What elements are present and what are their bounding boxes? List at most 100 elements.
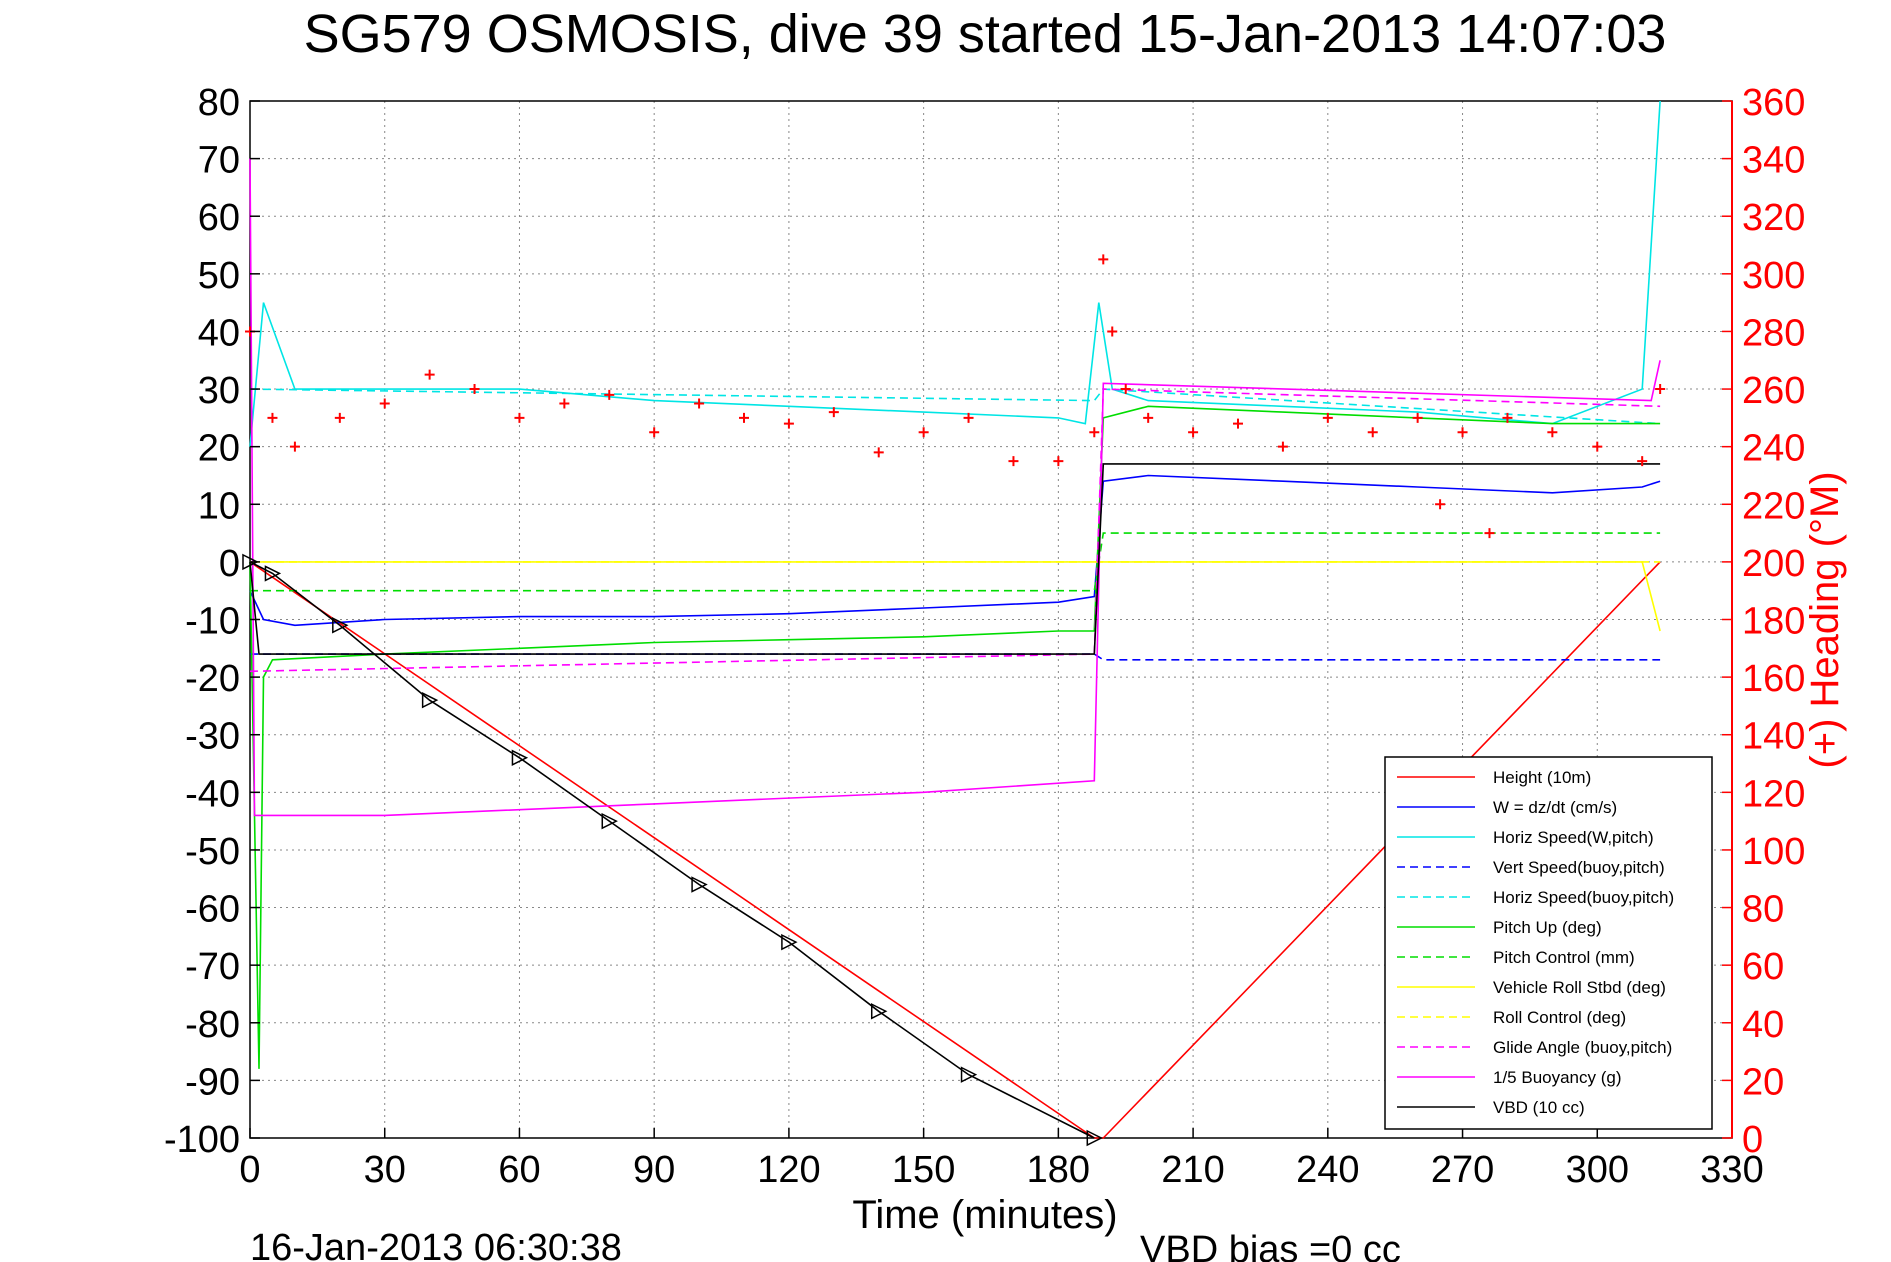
heading-marker	[1143, 412, 1154, 423]
legend-entry: Horiz Speed(W,pitch)	[1493, 828, 1654, 847]
right-tick-label: 300	[1742, 255, 1805, 297]
left-tick-label: 70	[198, 140, 240, 182]
legend-entry: VBD (10 cc)	[1493, 1098, 1585, 1117]
x-tick-label: 30	[364, 1149, 406, 1191]
footer-vbd-bias: VBD bias =0 cc	[1140, 1229, 1401, 1262]
chart-title: SG579 OSMOSIS, dive 39 started 15-Jan-20…	[304, 4, 1667, 64]
right-tick-label: 140	[1742, 716, 1805, 758]
heading-marker	[1412, 412, 1423, 423]
heading-marker	[1655, 384, 1666, 395]
legend: Height (10m) W = dz/dt (cm/s) Horiz Speed(…	[1384, 756, 1713, 1130]
legend-box	[1384, 756, 1713, 1130]
x-tick-label: 0	[239, 1149, 260, 1191]
right-tick-label: 120	[1742, 773, 1805, 815]
right-tick-label: 320	[1742, 197, 1805, 239]
left-tick-label: 40	[198, 312, 240, 354]
left-tick-label: 30	[198, 370, 240, 412]
profile-marker	[1086, 1129, 1103, 1147]
heading-marker	[1107, 326, 1118, 337]
left-tick-label: -40	[185, 773, 240, 815]
right-tick-label: 240	[1742, 428, 1805, 470]
series-line-9	[249, 388, 1661, 673]
left-tick-label: -90	[185, 1061, 240, 1103]
right-tick-label: 280	[1742, 312, 1805, 354]
right-axis-label: (+) Heading (°M)	[1803, 471, 1847, 768]
series-line-11	[249, 463, 1661, 655]
heading-marker	[873, 447, 884, 458]
legend-entry: Horiz Speed(buoy,pitch)	[1493, 888, 1674, 907]
profile-marker	[601, 812, 618, 830]
x-tick-label: 150	[892, 1149, 955, 1191]
heading-marker	[1322, 412, 1333, 423]
heading-marker	[1457, 427, 1468, 438]
series-line-10	[249, 158, 1661, 817]
heading-marker	[469, 384, 480, 395]
series-line-1	[249, 474, 1661, 627]
heading-marker	[379, 398, 390, 409]
heading-marker	[1367, 427, 1378, 438]
left-tick-label: -80	[185, 1004, 240, 1046]
x-tick-label: 270	[1431, 1149, 1494, 1191]
left-tick-label: -30	[185, 716, 240, 758]
heading-marker	[1008, 456, 1019, 467]
heading-marker	[649, 427, 660, 438]
profile-marker	[960, 1066, 978, 1083]
left-axis: 80 70 60 50 40 30 20 10 0 -10 -20 -30 -40 -50 -60 -70 -8…	[164, 82, 260, 1161]
right-tick-label: 360	[1742, 82, 1805, 124]
right-tick-label: 0	[1742, 1119, 1763, 1161]
right-axis: 3603403203002802602402202001801601401201…	[1722, 82, 1805, 1161]
series-layer	[242, 100, 1666, 1147]
x-tick-label: 240	[1296, 1149, 1359, 1191]
heading-marker	[1188, 427, 1199, 438]
heading-marker	[1098, 254, 1109, 265]
heading-marker	[694, 398, 705, 409]
x-tick-label: 90	[633, 1149, 675, 1191]
heading-marker	[334, 412, 345, 423]
right-tick-label: 340	[1742, 140, 1805, 182]
x-tick-label: 210	[1161, 1149, 1224, 1191]
legend-entry: Pitch Control (mm)	[1493, 948, 1635, 967]
right-tick-label: 220	[1742, 485, 1805, 527]
right-tick-label: 20	[1742, 1061, 1784, 1103]
heading-marker	[289, 441, 300, 452]
heading-marker	[1592, 441, 1603, 452]
x-axis-label: Time (minutes)	[852, 1193, 1117, 1237]
left-tick-label: 80	[198, 82, 240, 124]
right-tick-label: 40	[1742, 1004, 1784, 1046]
heading-marker	[267, 412, 278, 423]
heading-marker	[1233, 418, 1243, 429]
heading-marker	[1484, 528, 1495, 539]
right-tick-label: 200	[1742, 543, 1805, 585]
heading-marker	[1053, 456, 1064, 467]
right-tick-label: 260	[1742, 370, 1805, 412]
profile-marker	[691, 876, 708, 893]
heading-marker	[1120, 384, 1131, 395]
heading-marker	[918, 427, 929, 438]
legend-entry: Vehicle Roll Stbd (deg)	[1493, 978, 1666, 997]
right-tick-label: 160	[1742, 658, 1805, 700]
left-tick-label: -50	[185, 831, 240, 873]
legend-entry: W = dz/dt (cm/s)	[1493, 798, 1617, 817]
right-tick-label: 100	[1742, 831, 1805, 873]
left-tick-label: -20	[185, 658, 240, 700]
heading-marker	[783, 418, 794, 429]
heading-marker	[1547, 427, 1558, 438]
series-line-0	[249, 561, 1661, 1139]
heading-marker	[559, 398, 570, 409]
left-tick-label: -10	[185, 601, 240, 643]
left-tick-label: -60	[185, 889, 240, 931]
left-tick-label: 60	[198, 197, 240, 239]
right-tick-label: 80	[1742, 889, 1784, 931]
profile-marker	[242, 553, 259, 571]
heading-marker	[1502, 412, 1513, 423]
x-tick-label: 60	[498, 1149, 540, 1191]
left-tick-label: -100	[164, 1119, 240, 1161]
left-tick-label: 0	[219, 543, 240, 585]
heading-marker	[963, 412, 974, 423]
series-line-2	[249, 100, 1661, 447]
left-tick-label: 10	[198, 485, 240, 527]
x-tick-label: 300	[1566, 1149, 1629, 1191]
legend-entry: Height (10m)	[1493, 768, 1591, 787]
legend-entry: Glide Angle (buoy,pitch)	[1493, 1038, 1672, 1057]
